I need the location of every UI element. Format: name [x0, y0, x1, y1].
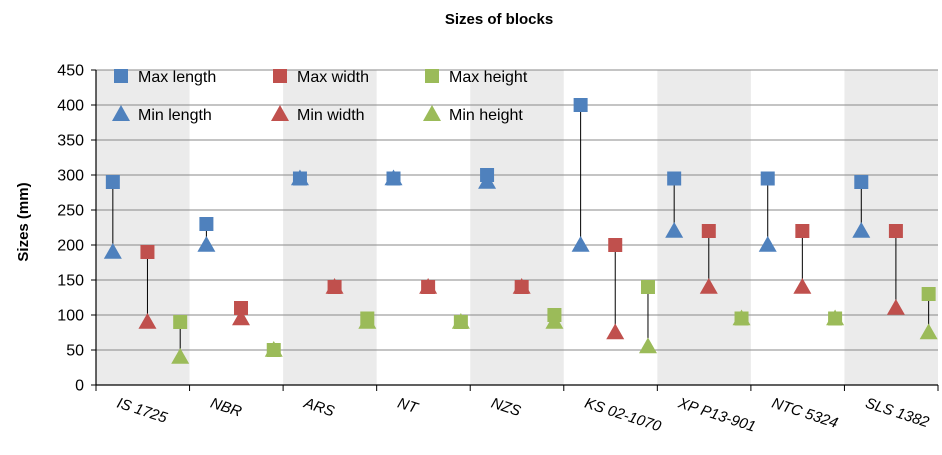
axes: [95, 70, 939, 391]
max-width-marker: [701, 224, 716, 238]
min-width-marker: [512, 278, 531, 294]
x-tick-label: NT: [395, 395, 421, 418]
min-height-marker: [826, 309, 845, 326]
x-tick-label: ARS: [301, 394, 337, 420]
y-axis-label: Sizes (mm): [15, 182, 32, 261]
legend-min-height-marker: [423, 105, 441, 121]
max-width-marker: [234, 301, 249, 315]
y-tick-label: 150: [57, 273, 84, 290]
legend-min-length-marker: [112, 105, 130, 121]
min-length-marker: [571, 236, 590, 252]
y-tick-label: 0: [75, 378, 84, 395]
max-length-marker: [667, 171, 682, 186]
min-length-marker: [290, 169, 309, 186]
legend-max-width-label: Max width: [297, 69, 369, 86]
min-height-marker: [358, 313, 377, 329]
max-width-marker: [140, 245, 155, 259]
min-length-marker: [384, 169, 403, 186]
max-width-marker: [795, 224, 810, 238]
max-length-marker: [854, 175, 869, 189]
max-length-marker: [199, 217, 214, 231]
legend-min-length-label: Min length: [138, 107, 212, 124]
y-tick-label: 250: [57, 203, 84, 220]
y-tick-label: 400: [57, 98, 84, 115]
min-width-marker: [699, 278, 718, 294]
legend-max-length-label: Max length: [138, 69, 216, 86]
max-width-marker: [608, 238, 623, 252]
min-width-marker: [138, 313, 157, 329]
min-length-marker: [478, 173, 497, 189]
x-tick-label: NBR: [208, 395, 244, 421]
min-height-marker: [171, 348, 190, 364]
x-tick-label: KS 02-1070: [583, 395, 664, 436]
y-tick-label: 300: [57, 168, 84, 185]
min-width-marker: [793, 278, 812, 294]
category-band: [283, 70, 377, 385]
min-height-marker: [264, 341, 283, 357]
legend-max-height-label: Max height: [449, 69, 528, 86]
min-length-marker: [758, 236, 777, 252]
min-width-marker: [325, 278, 344, 294]
x-tick-label: SLS 1382: [863, 395, 932, 432]
x-tick-label: IS 1725: [115, 395, 170, 427]
category-band: [470, 70, 564, 385]
legend-max-height-marker: [425, 69, 439, 83]
x-tick-label: NTC 5324: [770, 395, 840, 432]
max-length-marker: [760, 171, 775, 186]
min-length-marker: [665, 222, 684, 238]
min-height-marker: [732, 309, 751, 326]
min-length-marker: [197, 236, 216, 252]
y-tick-label: 50: [66, 343, 84, 360]
min-width-marker: [606, 323, 625, 340]
min-width-marker: [232, 309, 251, 326]
chart-title: Sizes of blocks: [445, 11, 553, 28]
max-width-marker: [888, 224, 903, 238]
y-tick-label: 350: [57, 133, 84, 150]
max-height-marker: [640, 280, 655, 294]
x-tick-label: XP P13-901: [675, 394, 758, 435]
min-length-marker: [852, 222, 871, 238]
category-band: [96, 70, 190, 385]
y-tick-label: 100: [57, 308, 84, 325]
min-height-marker: [545, 313, 564, 329]
max-height-marker: [921, 287, 936, 301]
x-tick-label: NZS: [489, 395, 523, 420]
legend-min-width-marker: [271, 105, 289, 121]
min-height-marker: [919, 323, 938, 340]
legend-max-length-marker: [114, 69, 128, 83]
legend-min-width-label: Min width: [297, 107, 365, 124]
max-length-marker: [105, 175, 120, 189]
legend-max-width-marker: [273, 69, 287, 83]
x-tick-labels: IS 1725 NBR ARS NT NZS KS 02-1070 XP P13-901 NT…: [115, 394, 932, 435]
min-length-marker: [103, 243, 122, 259]
y-tick-labels: 0 50 100 150 200 250 300 350 400 450: [57, 63, 84, 395]
legend: Max length Max width Max height Min length M…: [112, 69, 528, 124]
min-width-marker: [886, 299, 905, 315]
y-tick-label: 450: [57, 63, 84, 80]
min-width-marker: [419, 278, 438, 294]
min-height-marker: [451, 313, 470, 329]
legend-min-height-label: Min height: [449, 107, 523, 124]
data-markers: [103, 98, 938, 364]
y-tick-label: 200: [57, 238, 84, 255]
max-length-marker: [573, 98, 588, 112]
min-height-marker: [638, 337, 657, 354]
max-height-marker: [173, 315, 188, 329]
